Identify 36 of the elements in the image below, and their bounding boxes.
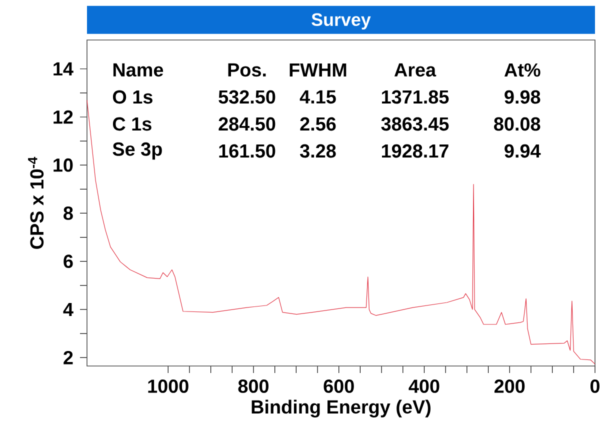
x-axis-title: Binding Energy (eV) <box>252 400 430 418</box>
x-tick-label: 0 <box>590 380 600 393</box>
y-tick-label: 2 <box>64 350 73 364</box>
annotation: 1371.85 <box>382 90 449 104</box>
x-tick-label: 200 <box>494 380 525 393</box>
annotation: O 1s <box>112 90 152 104</box>
chart-title: Survey <box>312 13 371 30</box>
annotation: 9.94 <box>504 144 541 158</box>
annotation: 80.08 <box>494 117 540 131</box>
x-tick-label: 400 <box>408 380 440 393</box>
y-tick-label: 6 <box>64 254 73 268</box>
x-tick-label: 1000 <box>148 380 188 393</box>
x-tick-label: 800 <box>238 380 268 393</box>
y-tick-label: 4 <box>63 302 74 316</box>
annotation: C 1s <box>112 117 152 131</box>
annotation: FWHM <box>290 63 346 76</box>
annotation: 284.50 <box>218 117 276 131</box>
annotation: 4.15 <box>300 90 336 104</box>
annotation: 3.28 <box>300 144 336 158</box>
annotation: Se 3p <box>112 142 162 160</box>
y-tick-label: 8 <box>64 206 73 220</box>
y-axis-title: CPS x 10$^{-4}$ <box>28 156 44 249</box>
annotation: 161.50 <box>219 144 276 158</box>
x-tick-label: 600 <box>324 380 354 393</box>
annotation: Name <box>113 63 164 77</box>
y-tick-label: 14 <box>54 62 74 76</box>
annotation: Area <box>394 63 436 77</box>
annotation: 9.98 <box>504 90 540 104</box>
annotation: Pos. <box>228 63 266 77</box>
y-tick-label: 12 <box>54 110 73 124</box>
annotation: 2.56 <box>300 117 336 131</box>
annotation: 3863.45 <box>381 117 449 131</box>
annotation: At% <box>504 63 540 77</box>
annotation: 532.50 <box>218 90 276 104</box>
annotation: 1928.17 <box>382 144 448 158</box>
y-tick-label: 10 <box>54 158 73 172</box>
